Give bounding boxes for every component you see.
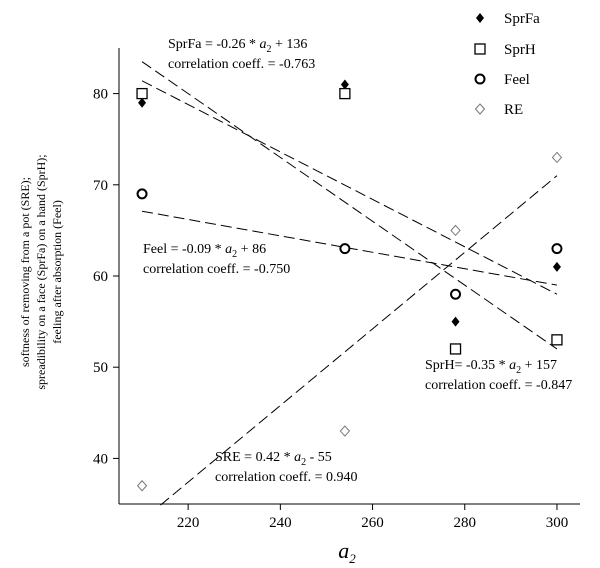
- annotation-sprfa-line-2: correlation coeff. = -0.763: [168, 57, 315, 72]
- legend-marker-sprfa: [476, 13, 484, 23]
- annotation-text: + 136: [272, 37, 308, 52]
- annotation-feel-line-2: correlation coeff. = -0.750: [143, 262, 290, 277]
- fit-line-sprh: [141, 61, 558, 350]
- legend-marker-re: [474, 103, 486, 115]
- point-feel: [136, 188, 148, 200]
- x-tick-label: 280: [454, 515, 477, 531]
- point-feel: [450, 288, 462, 300]
- point-sprh: [339, 87, 351, 100]
- y-axis-label-line-3: feeling after absorption (Feel): [50, 200, 64, 344]
- y-tick-label: 50: [93, 360, 108, 376]
- annotation-sprh-line-2: correlation coeff. = -0.847: [425, 378, 572, 393]
- y-axis-label-line-2: spreadibility on a face (SprFa) on a han…: [34, 154, 48, 389]
- y-axis-label: softness of removing from a pot (SRE); s…: [18, 154, 64, 389]
- annotation-sprh-line-1: SprH= -0.35 * a2 + 157: [425, 358, 557, 376]
- x-axis-label: a2: [338, 538, 356, 566]
- y-tick-label: 40: [93, 451, 108, 467]
- point-feel: [551, 243, 563, 255]
- point-sprfa: [451, 316, 460, 327]
- annotation-var: a: [294, 450, 301, 465]
- point-re: [136, 480, 148, 492]
- point-re: [551, 151, 563, 164]
- y-tick-label: 60: [93, 269, 108, 285]
- point-sprh: [136, 87, 148, 100]
- legend-label-sprh: SprH: [504, 42, 536, 58]
- fit-line-sprfa: [141, 80, 558, 295]
- annotation-text: SprH= -0.35 *: [425, 358, 509, 373]
- point-sprfa: [138, 97, 147, 108]
- annotation-sre-line-2: correlation coeff. = 0.940: [215, 470, 358, 485]
- annotation-text: SprFa = -0.26 *: [168, 37, 260, 52]
- point-sprh: [551, 334, 563, 346]
- y-tick-label: 80: [93, 87, 108, 103]
- y-tick-label: 70: [93, 178, 108, 194]
- annotation-var: a: [225, 242, 232, 257]
- x-tick-label: 220: [177, 515, 200, 531]
- legend-label-re: RE: [504, 102, 523, 118]
- point-sprfa: [552, 261, 561, 272]
- annotation-var: a: [260, 37, 267, 52]
- annotation-sprfa-line-1: SprFa = -0.26 * a2 + 136: [168, 37, 307, 55]
- annotation-feel-line-1: Feel = -0.09 * a2 + 86: [143, 242, 266, 260]
- point-re: [339, 425, 351, 437]
- x-tick-label: 240: [269, 515, 292, 531]
- annotation-sre-line-1: SRE = 0.42 * a2 - 55: [215, 450, 332, 468]
- annotation-sub: 2: [516, 365, 521, 376]
- x-tick-label: 300: [546, 515, 569, 531]
- x-axis-label-main: a: [338, 538, 349, 563]
- fit-lines: [141, 61, 558, 506]
- annotation-sub: 2: [301, 457, 306, 468]
- annotation-text: SRE = 0.42 *: [215, 450, 294, 465]
- legend: SprFa SprH Feel RE: [474, 11, 540, 118]
- legend-label-feel: Feel: [504, 72, 530, 88]
- legend-marker-sprh: [474, 43, 486, 55]
- annotation-var: a: [509, 358, 516, 373]
- y-axis-label-line-1: softness of removing from a pot (SRE);: [18, 177, 32, 367]
- legend-marker-feel: [474, 73, 486, 85]
- point-sprfa: [340, 79, 349, 90]
- annotation-text: + 157: [521, 358, 557, 373]
- x-tick-label: 260: [361, 515, 384, 531]
- annotation-sub: 2: [267, 44, 272, 55]
- x-axis-label-sub: 2: [349, 551, 356, 566]
- ticks: 220 240 260 280 300 40 50 60 70 80: [93, 87, 568, 531]
- point-feel: [339, 243, 351, 255]
- annotation-sub: 2: [232, 249, 237, 260]
- data-points: [136, 79, 563, 492]
- fit-line-re: [160, 175, 558, 506]
- legend-label-sprfa: SprFa: [504, 11, 540, 27]
- annotation-text: + 86: [237, 242, 266, 257]
- point-sprh: [449, 343, 462, 355]
- annotation-text: - 55: [306, 450, 332, 465]
- annotation-text: Feel = -0.09 *: [143, 242, 225, 257]
- point-re: [450, 224, 461, 237]
